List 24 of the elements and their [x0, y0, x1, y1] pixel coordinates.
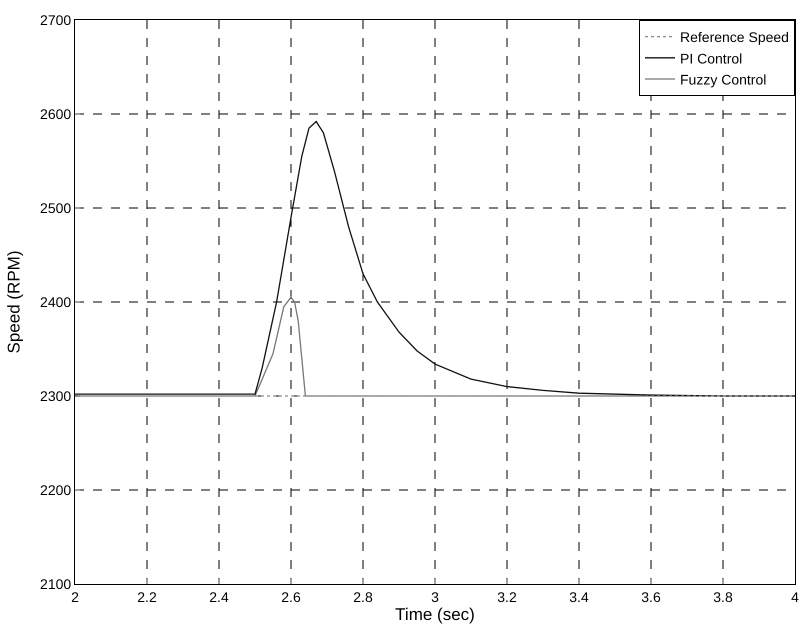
- x-tick-label: 2.8: [353, 588, 373, 605]
- x-tick-label: 3.6: [641, 588, 661, 605]
- x-tick-label: 3.2: [497, 588, 517, 605]
- x-axis-title: Time (sec): [395, 605, 475, 624]
- y-tick-label: 2200: [40, 482, 72, 498]
- x-tick-label: 3.4: [569, 588, 589, 605]
- x-tick-label: 4: [791, 588, 800, 605]
- x-tick-label: 2: [71, 588, 80, 605]
- y-tick-label: 2500: [40, 200, 72, 216]
- x-tick-label: 2.2: [137, 588, 157, 605]
- x-tick-label: 3: [431, 588, 440, 605]
- y-axis-title: Speed (RPM): [4, 250, 24, 354]
- legend-label: Fuzzy Control: [680, 71, 766, 88]
- y-tick-label: 2100: [40, 576, 72, 592]
- legend-label: Reference Speed: [680, 29, 789, 46]
- y-tick-label: 2700: [40, 12, 72, 28]
- legend-label: PI Control: [680, 50, 742, 66]
- line-series: [75, 120, 795, 397]
- y-tick-label: 2300: [40, 388, 72, 404]
- y-tick-label: 2600: [40, 106, 72, 122]
- y-tick-label: 2400: [40, 294, 72, 310]
- x-tick-label: 3.8: [713, 588, 733, 605]
- x-tick-label: 2.4: [209, 588, 229, 605]
- x-tick-label: 2.6: [281, 588, 301, 605]
